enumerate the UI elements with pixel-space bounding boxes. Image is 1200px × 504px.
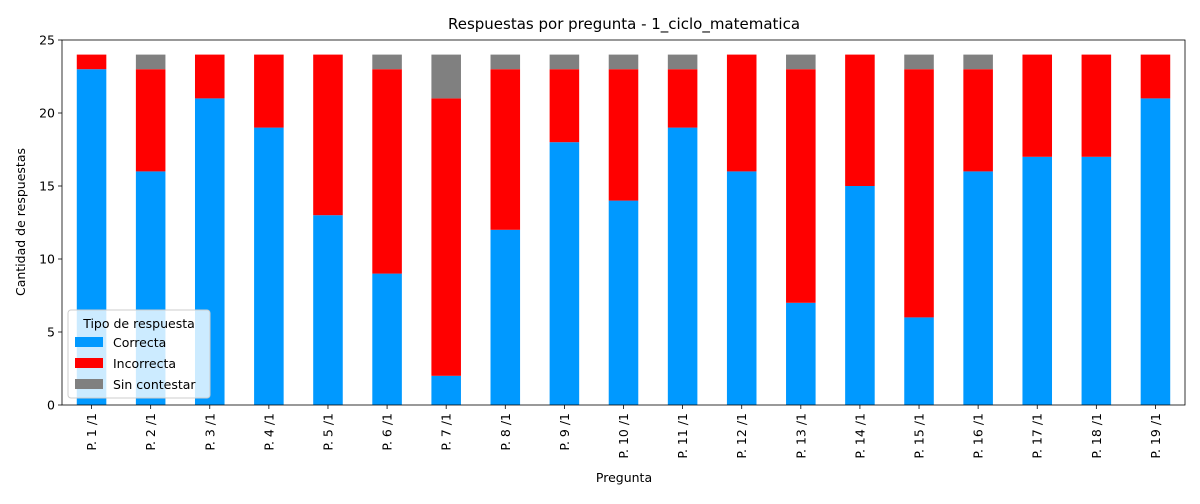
x-tick-label-9: P. 9 /1 (557, 413, 572, 451)
legend-box (67, 309, 211, 399)
bar-sin-contestar-10 (608, 54, 639, 70)
legend-label-sin-contestar: Sin contestar (113, 377, 196, 392)
x-tick-label-3: P. 3 /1 (202, 413, 217, 451)
x-axis-label: Pregunta (596, 470, 652, 485)
bar-incorrecta-18 (1081, 54, 1112, 157)
bar-correcta-10 (608, 200, 639, 405)
legend-swatch-incorrecta (75, 358, 103, 368)
x-tick-label-16: P. 16 /1 (971, 413, 986, 459)
legend-swatch-correcta (75, 337, 103, 347)
x-tick-label-2: P. 2 /1 (143, 413, 158, 451)
bar-incorrecta-2 (135, 69, 166, 172)
plot-area: 0 5 10 15 20 25 P. 1 /1 P. 2 /1 P. 3 /1 P. 4 /1 P.… (39, 33, 1186, 459)
x-tick-label-7: P. 7 /1 (439, 413, 454, 451)
bar-correcta-13 (786, 302, 816, 405)
x-tick-label-4: P. 4 /1 (261, 413, 276, 451)
legend-label-incorrecta: Incorrecta (113, 356, 176, 371)
bar-incorrecta-3 (194, 54, 225, 99)
x-tick-label-12: P. 12 /1 (734, 413, 749, 459)
bar-sin-contestar-8 (490, 54, 521, 70)
x-tick-label-14: P. 14 /1 (852, 413, 867, 459)
bar-correcta-14 (845, 186, 875, 405)
bar-correcta-18 (1081, 156, 1112, 405)
y-tick-label-15: 15 (39, 179, 55, 194)
bar-correcta-7 (431, 375, 461, 405)
bar-sin-contestar-16 (963, 54, 993, 70)
bar-incorrecta-14 (845, 54, 875, 186)
bar-incorrecta-5 (313, 54, 343, 216)
x-tick-label-1: P. 1 /1 (84, 413, 99, 451)
x-tick-label-13: P. 13 /1 (793, 413, 808, 459)
bar-incorrecta-4 (254, 54, 284, 128)
bar-incorrecta-11 (667, 69, 698, 128)
bar-incorrecta-1 (76, 54, 107, 70)
bar-correcta-8 (490, 229, 521, 405)
bar-incorrecta-16 (963, 69, 993, 172)
x-tick-label-5: P. 5 /1 (320, 413, 335, 451)
bar-sin-contestar-6 (372, 54, 402, 70)
bar-incorrecta-19 (1140, 54, 1171, 99)
bar-incorrecta-13 (786, 69, 816, 303)
bar-correcta-5 (313, 215, 343, 405)
bar-correcta-4 (254, 127, 284, 405)
x-tick-label-17: P. 17 /1 (1030, 413, 1045, 459)
x-tick-label-10: P. 10 /1 (616, 413, 631, 459)
y-axis-label: Cantidad de respuestas (13, 148, 28, 296)
legend-label-correcta: Correcta (113, 335, 166, 350)
x-tick-label-15: P. 15 /1 (912, 413, 927, 459)
bar-correcta-12 (726, 171, 757, 405)
bar-sin-contestar-2 (135, 54, 166, 70)
bar-sin-contestar-15 (904, 54, 934, 70)
bar-incorrecta-17 (1022, 54, 1053, 157)
chart-title: Respuestas por pregunta - 1_ciclo_matema… (448, 15, 800, 34)
bar-correcta-16 (963, 171, 993, 405)
x-tick-label-8: P. 8 /1 (498, 413, 513, 451)
bar-sin-contestar-11 (667, 54, 698, 70)
bar-sin-contestar-9 (549, 54, 580, 70)
bar-incorrecta-7 (431, 98, 461, 376)
x-tick-label-18: P. 18 /1 (1089, 413, 1104, 459)
bar-correcta-17 (1022, 156, 1053, 405)
bar-correcta-11 (667, 127, 698, 405)
bar-correcta-6 (372, 273, 402, 405)
bar-sin-contestar-13 (786, 54, 816, 70)
x-tick-label-6: P. 6 /1 (380, 413, 395, 451)
bar-incorrecta-10 (608, 69, 639, 201)
y-tick-label-0: 0 (47, 398, 55, 413)
bar-incorrecta-12 (726, 54, 757, 172)
x-tick-label-19: P. 19 /1 (1148, 413, 1163, 459)
bar-correcta-15 (904, 317, 934, 405)
y-tick-label-25: 25 (39, 33, 55, 48)
bar-incorrecta-15 (904, 69, 934, 318)
y-tick-label-10: 10 (39, 252, 55, 267)
bar-correcta-19 (1140, 98, 1171, 406)
bar-incorrecta-9 (549, 69, 580, 143)
bar-incorrecta-6 (372, 69, 402, 274)
legend-title: Tipo de respuesta (82, 316, 195, 331)
legend-swatch-sin-contestar (75, 379, 103, 389)
bar-correcta-9 (549, 142, 580, 405)
x-tick-label-11: P. 11 /1 (675, 413, 690, 459)
y-tick-label-20: 20 (39, 106, 55, 121)
bar-incorrecta-8 (490, 69, 521, 230)
y-tick-label-5: 5 (47, 325, 55, 340)
bar-sin-contestar-7 (431, 54, 461, 99)
